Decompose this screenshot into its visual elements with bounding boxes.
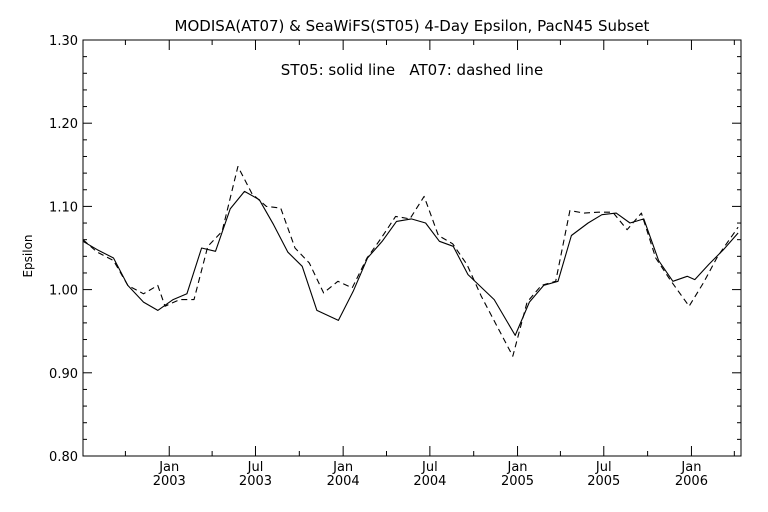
series-line-st05: [82, 190, 739, 336]
y-tick-label: 1.10: [49, 200, 78, 215]
y-axis-label: Epsilon: [21, 234, 35, 277]
series-line-at07: [82, 165, 739, 357]
x-tick-month-label: Jul: [421, 460, 438, 475]
x-tick-year-label: 2005: [501, 474, 534, 489]
x-tick-year-label: 2003: [239, 474, 272, 489]
x-tick-month-label: Jan: [680, 460, 701, 475]
y-tick-label: 0.90: [49, 367, 78, 382]
x-tick-year-label: 2006: [675, 474, 708, 489]
x-tick-month-label: Jul: [247, 460, 264, 475]
y-axis: 0.80 0.90 1.00 1.10 1.20 1.30: [49, 34, 741, 465]
x-tick-year-label: 2004: [327, 474, 360, 489]
chart-title: MODISA(AT07) & SeaWiFS(ST05) 4-Day Epsil…: [175, 17, 650, 35]
x-tick-year-label: 2003: [153, 474, 186, 489]
y-tick-label: 1.00: [49, 284, 78, 299]
y-tick-label: 1.30: [49, 34, 78, 49]
x-tick-year-label: 2005: [587, 474, 620, 489]
plot-frame: [82, 39, 742, 457]
x-tick-year-label: 2004: [413, 474, 446, 489]
x-axis: Jan2003Jul2003Jan2004Jul2004Jan2005Jul20…: [124, 40, 735, 489]
series-layer: [82, 165, 739, 357]
x-tick-month-label: Jan: [507, 460, 528, 475]
x-tick-month-label: Jan: [332, 460, 353, 475]
y-tick-label: 0.80: [49, 450, 78, 465]
x-tick-month-label: Jul: [595, 460, 612, 475]
chart-annotation: ST05: solid line AT07: dashed line: [281, 61, 543, 79]
y-tick-label: 1.20: [49, 117, 78, 132]
x-tick-month-label: Jan: [158, 460, 179, 475]
